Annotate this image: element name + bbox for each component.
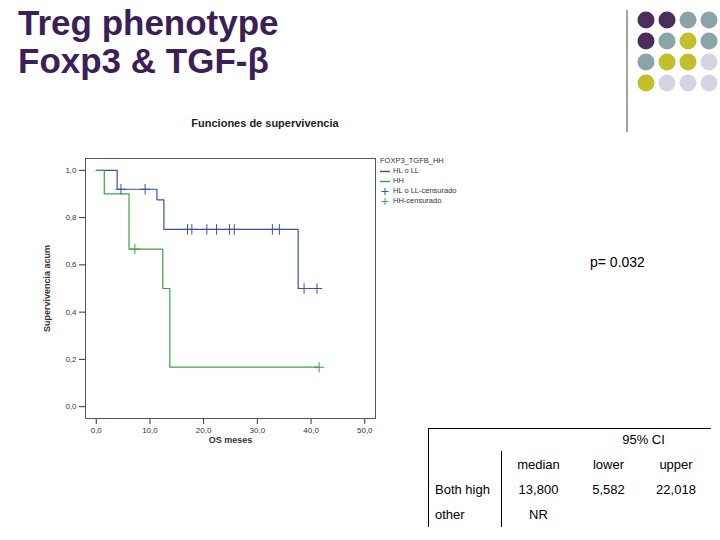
svg-text:0,2: 0,2 bbox=[65, 355, 77, 364]
html-text:Funciones de supervivencia: Funciones de supervivencia bbox=[191, 117, 339, 129]
svg-text:0,6: 0,6 bbox=[65, 260, 77, 269]
html-text:p= 0.032: p= 0.032 bbox=[590, 254, 645, 270]
svg-text:0,0: 0,0 bbox=[91, 426, 103, 435]
html-text:HL o LL-censurado: HL o LL-censurado bbox=[393, 186, 457, 195]
html-text:lower: lower bbox=[593, 457, 624, 472]
svg-text:Supervivencia acum: Supervivencia acum bbox=[42, 245, 52, 332]
html-text:5,582: 5,582 bbox=[592, 482, 625, 497]
svg-text:0,0: 0,0 bbox=[65, 402, 77, 411]
html-text:NR: NR bbox=[529, 507, 548, 522]
html-text:22,018: 22,018 bbox=[656, 482, 696, 497]
svg-text:10,0: 10,0 bbox=[142, 426, 158, 435]
svg-text:40,0: 40,0 bbox=[303, 426, 319, 435]
html-text:Treg phenotype: Treg phenotype bbox=[18, 3, 279, 42]
html-text:FOXP3_TGFB_HH: FOXP3_TGFB_HH bbox=[380, 156, 444, 165]
html-text:median: median bbox=[517, 457, 560, 472]
svg-text:20,0: 20,0 bbox=[195, 426, 212, 436]
html-text:95% CI: 95% CI bbox=[622, 432, 665, 447]
html-text:Both high: Both high bbox=[435, 482, 490, 497]
html-text:13,800: 13,800 bbox=[518, 482, 559, 497]
html-text:HH-censurado: HH-censurado bbox=[393, 196, 442, 205]
html-text:HL o LL: HL o LL bbox=[393, 166, 419, 175]
svg-text:50,0: 50,0 bbox=[357, 426, 373, 435]
svg-text:1,0: 1,0 bbox=[65, 166, 77, 175]
svg-text:0,8: 0,8 bbox=[65, 213, 77, 222]
html-text:HH: HH bbox=[393, 176, 404, 185]
svg-text:OS meses: OS meses bbox=[209, 435, 253, 445]
html-text:Foxp3 & TGF-β: Foxp3 & TGF-β bbox=[18, 41, 269, 80]
svg-text:30,0: 30,0 bbox=[249, 426, 266, 436]
html-text:upper: upper bbox=[659, 457, 693, 472]
html-text:other: other bbox=[435, 507, 465, 522]
svg-text:0,4: 0,4 bbox=[65, 308, 77, 317]
